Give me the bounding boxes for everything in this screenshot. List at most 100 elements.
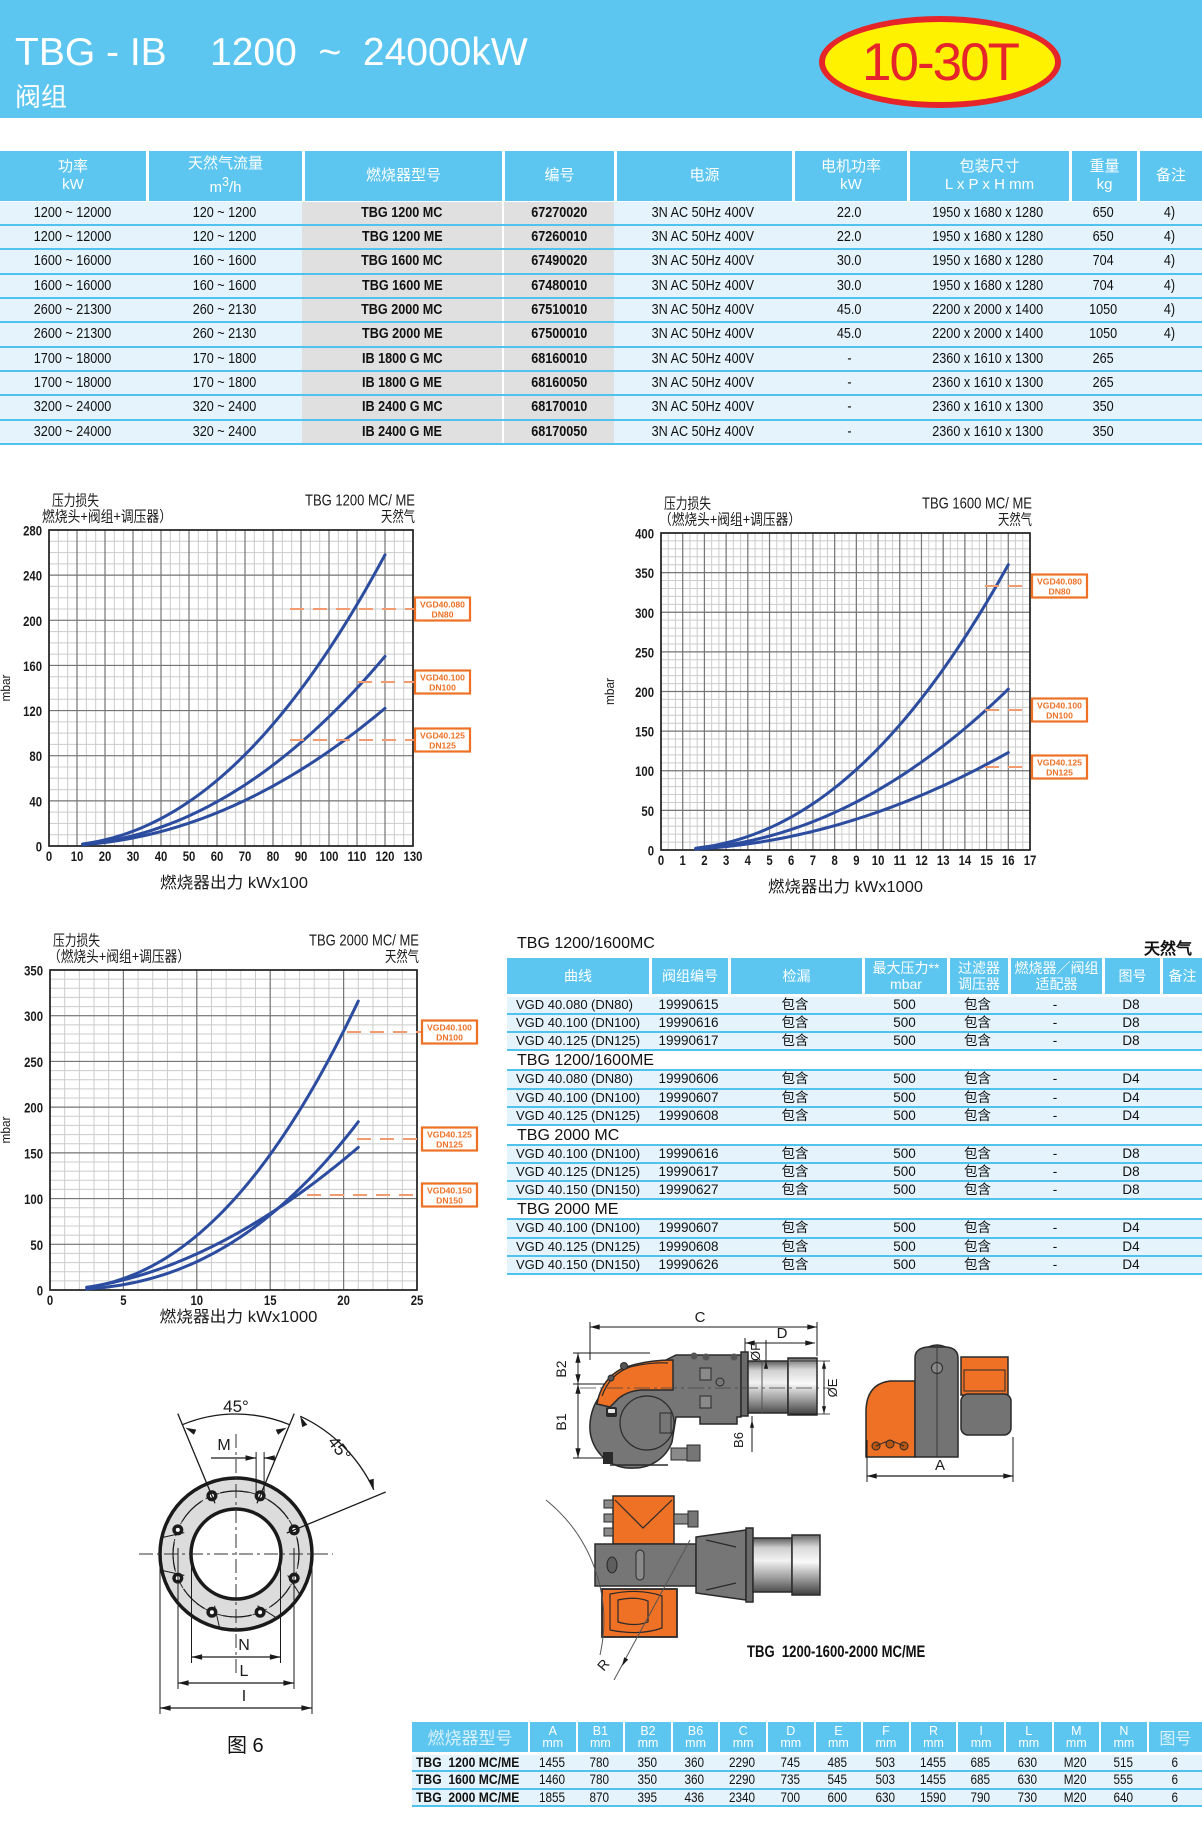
svg-text:10: 10 (191, 1293, 204, 1309)
svg-text:燃烧器出力 kWx1000: 燃烧器出力 kWx1000 (768, 878, 923, 896)
svg-text:15: 15 (980, 853, 993, 869)
svg-text:1: 1 (680, 853, 686, 869)
svg-text:10: 10 (71, 849, 84, 865)
svg-text:8: 8 (831, 853, 837, 869)
svg-text:燃烧器出力 kWx100: 燃烧器出力 kWx100 (160, 874, 308, 892)
svg-text:B6: B6 (731, 1432, 746, 1448)
svg-text:ØF: ØF (748, 1343, 763, 1361)
svg-text:45°: 45° (223, 1397, 249, 1416)
svg-text:40: 40 (155, 849, 168, 865)
svg-text:80: 80 (267, 849, 280, 865)
svg-text:（燃烧头+阀组+调压器）: （燃烧头+阀组+调压器） (48, 948, 190, 966)
svg-text:80: 80 (29, 749, 42, 765)
svg-text:16: 16 (1002, 853, 1015, 869)
svg-text:VGD40.150: VGD40.150 (427, 1186, 472, 1196)
svg-text:300: 300 (24, 1009, 43, 1025)
svg-text:280: 280 (23, 524, 42, 540)
svg-text:mbar: mbar (0, 674, 13, 702)
svg-text:VGD40.100: VGD40.100 (420, 673, 465, 683)
svg-text:200: 200 (24, 1101, 43, 1117)
svg-text:压力损失: 压力损失 (664, 496, 711, 513)
svg-text:4: 4 (745, 853, 751, 869)
svg-text:100: 100 (635, 764, 654, 780)
svg-text:120: 120 (376, 849, 395, 865)
svg-text:400: 400 (635, 527, 654, 543)
svg-text:C: C (695, 1309, 706, 1326)
svg-text:7: 7 (810, 853, 816, 869)
svg-text:mbar: mbar (0, 1116, 13, 1144)
svg-text:压力损失: 压力损失 (52, 493, 99, 510)
svg-text:20: 20 (337, 1293, 350, 1309)
svg-text:TBG 1200 MC/ ME: TBG 1200 MC/ ME (305, 493, 415, 510)
svg-text:30: 30 (127, 849, 140, 865)
svg-text:13: 13 (937, 853, 950, 869)
svg-text:14: 14 (959, 853, 972, 869)
svg-text:200: 200 (635, 685, 654, 701)
svg-text:天然气: 天然气 (385, 949, 419, 966)
svg-text:DN125: DN125 (436, 1140, 463, 1150)
svg-text:70: 70 (239, 849, 252, 865)
svg-text:VGD40.125: VGD40.125 (1037, 758, 1082, 768)
svg-text:50: 50 (641, 804, 654, 820)
svg-text:2: 2 (701, 853, 707, 869)
svg-text:11: 11 (894, 853, 907, 869)
svg-text:DN80: DN80 (1049, 587, 1071, 597)
svg-text:5: 5 (766, 853, 772, 869)
svg-text:60: 60 (211, 849, 224, 865)
svg-text:160: 160 (23, 659, 42, 675)
svg-text:DN80: DN80 (432, 610, 454, 620)
svg-text:50: 50 (183, 849, 196, 865)
svg-text:5: 5 (120, 1293, 126, 1309)
svg-text:110: 110 (348, 849, 367, 865)
svg-text:250: 250 (24, 1055, 43, 1071)
svg-text:燃烧头+阀组+调压器）: 燃烧头+阀组+调压器） (42, 508, 172, 526)
svg-text:DN150: DN150 (436, 1196, 463, 1206)
svg-text:12: 12 (915, 853, 928, 869)
svg-text:10: 10 (872, 853, 885, 869)
svg-text:TBG 1600 MC/ ME: TBG 1600 MC/ ME (922, 496, 1032, 513)
svg-text:0: 0 (37, 1284, 43, 1300)
svg-text:100: 100 (320, 849, 339, 865)
svg-text:45°: 45° (324, 1433, 355, 1465)
svg-text:R: R (594, 1656, 613, 1674)
svg-text:M: M (217, 1437, 230, 1454)
svg-text:0: 0 (648, 844, 654, 860)
svg-text:mbar: mbar (602, 677, 617, 705)
svg-text:A: A (935, 1457, 945, 1474)
svg-text:VGD40.080: VGD40.080 (1037, 577, 1082, 587)
svg-text:N: N (238, 1637, 250, 1654)
svg-text:0: 0 (36, 840, 42, 856)
svg-text:I: I (242, 1688, 246, 1705)
svg-text:DN100: DN100 (429, 683, 456, 693)
svg-text:17: 17 (1024, 853, 1037, 869)
svg-text:240: 240 (23, 569, 42, 585)
svg-text:B1: B1 (553, 1413, 569, 1430)
svg-text:350: 350 (635, 566, 654, 582)
svg-text:DN100: DN100 (1046, 711, 1073, 721)
svg-text:VGD40.080: VGD40.080 (420, 600, 465, 610)
svg-text:（燃烧头+阀组+调压器）: （燃烧头+阀组+调压器） (659, 511, 801, 529)
svg-text:0: 0 (46, 849, 52, 865)
svg-text:20: 20 (99, 849, 112, 865)
svg-text:200: 200 (23, 614, 42, 630)
svg-text:25: 25 (411, 1293, 424, 1309)
svg-text:B2: B2 (553, 1360, 569, 1377)
svg-text:0: 0 (658, 853, 664, 869)
svg-text:L: L (240, 1663, 249, 1680)
svg-text:天然气: 天然气 (998, 512, 1032, 529)
svg-text:40: 40 (29, 794, 42, 810)
svg-text:0: 0 (47, 1293, 53, 1309)
svg-text:D: D (777, 1325, 788, 1342)
svg-text:TBG 2000 MC/ ME: TBG 2000 MC/ ME (309, 933, 419, 950)
svg-text:250: 250 (635, 645, 654, 661)
svg-text:ØE: ØE (825, 1378, 840, 1397)
svg-text:DN125: DN125 (1046, 768, 1073, 778)
svg-text:压力损失: 压力损失 (53, 933, 100, 950)
svg-text:120: 120 (23, 704, 42, 720)
svg-text:VGD40.125: VGD40.125 (427, 1130, 472, 1140)
svg-text:150: 150 (24, 1146, 43, 1162)
svg-text:90: 90 (295, 849, 308, 865)
svg-text:300: 300 (635, 606, 654, 622)
svg-text:150: 150 (635, 725, 654, 741)
svg-text:130: 130 (404, 849, 423, 865)
